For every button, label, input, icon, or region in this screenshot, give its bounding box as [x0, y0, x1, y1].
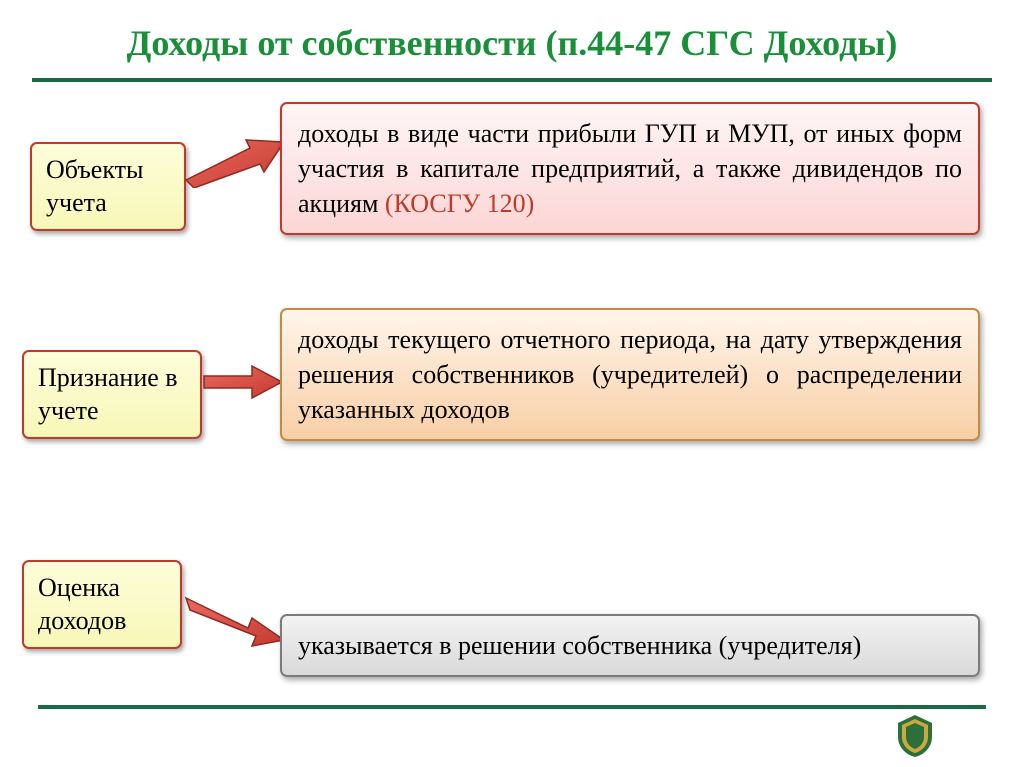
divider-bottom [38, 705, 986, 709]
divider-top [32, 78, 992, 82]
label-recognition-text: Признание в учете [38, 363, 178, 425]
content-recognition: доходы текущего отчетного периода, на да… [280, 308, 980, 441]
label-valuation-text: Оценка доходов [38, 573, 126, 635]
content-valuation-text: указывается в решении собственника (учре… [298, 631, 861, 660]
label-objects: Объекты учета [30, 142, 186, 231]
emblem-icon [894, 713, 936, 757]
arrow-icon [200, 362, 286, 402]
label-valuation: Оценка доходов [22, 560, 182, 649]
label-recognition: Признание в учете [22, 350, 202, 439]
content-objects: доходы в виде части прибыли ГУП и МУП, о… [280, 102, 980, 235]
label-objects-text: Объекты учета [46, 155, 143, 217]
page-title: Доходы от собственности (п.44-47 СГС Дох… [0, 0, 1024, 78]
arrow-icon [180, 128, 290, 188]
arrow-icon [180, 588, 290, 654]
content-valuation: указывается в решении собственника (учре… [280, 614, 980, 677]
content-objects-red: (КОСГУ 120) [385, 189, 534, 218]
content-recognition-text: доходы текущего отчетного периода, на да… [298, 325, 962, 424]
